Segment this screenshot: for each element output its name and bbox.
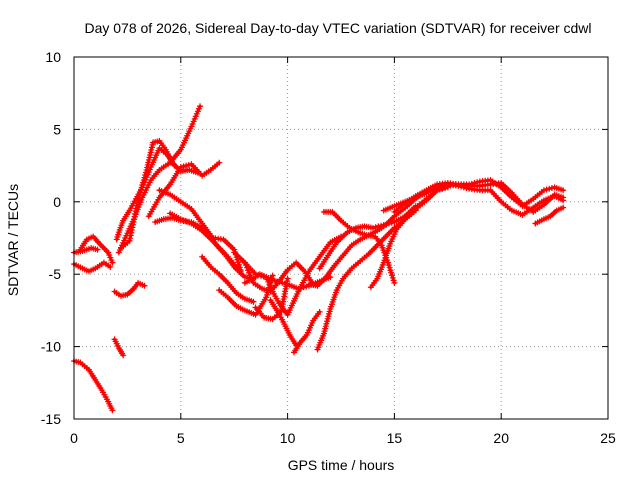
data-point-marker [560,194,567,201]
data-point-marker [141,282,148,289]
data-point-marker [546,185,553,192]
data-point-marker [380,221,387,228]
series-track-05 [111,336,127,359]
x-tick-label: 15 [387,430,403,446]
data-point-marker [284,275,291,282]
data-point-marker [370,224,377,231]
series-layer [71,103,567,414]
x-tick-label: 10 [280,430,296,446]
data-point-marker [107,263,114,270]
series-track-24 [316,203,419,272]
axis-ticks: 0 5 10 15 20 25 -15 -10 -5 0 5 10 [41,49,616,446]
y-tick-label: 10 [45,49,61,65]
data-point-marker [197,103,204,110]
series-track-12 [156,187,244,273]
series-track-10 [145,159,223,220]
data-point-marker [177,164,184,171]
data-point-marker [316,308,323,315]
data-point-marker [391,279,398,286]
x-tick-label: 20 [493,430,509,446]
data-point-marker [250,298,257,305]
data-point-marker [543,186,550,193]
y-tick-label: 0 [53,194,61,210]
y-tick-label: -15 [41,411,61,427]
data-point-marker [375,223,382,230]
series-track-04 [77,233,116,266]
series-track-14 [199,253,257,305]
data-point-marker [94,246,101,253]
series-track-21 [291,308,323,356]
series-track-06 [111,279,148,299]
data-point-marker [560,204,567,211]
grid-lines [74,57,608,419]
chart-title: Day 078 of 2026, Sidereal Day-to-day VTE… [84,20,591,36]
data-point-marker [383,221,390,228]
data-point-marker [216,159,223,166]
x-axis-label: GPS time / hours [288,457,395,473]
data-point-marker [185,161,192,168]
series-track-09 [117,137,201,252]
data-point-marker [388,219,395,226]
data-point-marker [386,220,393,227]
data-point-marker [540,187,547,194]
data-point-marker [120,352,127,359]
data-point-marker [180,163,187,170]
x-tick-label: 0 [70,430,78,446]
data-point-marker [109,407,116,414]
series-track-30 [532,204,567,227]
data-point-marker [109,259,116,266]
x-tick-label: 25 [600,430,616,446]
series-track-02 [71,245,101,256]
data-point-marker [378,222,385,229]
y-tick-label: 5 [53,121,61,137]
series-track-03 [71,259,114,275]
series-track-25 [320,208,398,286]
data-point-marker [560,187,567,194]
y-axis-label: SDTVAR / TECUs [5,184,21,296]
y-tick-label: -10 [41,339,61,355]
series-track-29 [412,179,567,215]
y-tick-label: -5 [49,266,62,282]
data-point-marker [183,162,190,169]
x-tick-label: 5 [177,430,185,446]
plot-frame [73,56,609,420]
data-point-marker [372,224,379,231]
